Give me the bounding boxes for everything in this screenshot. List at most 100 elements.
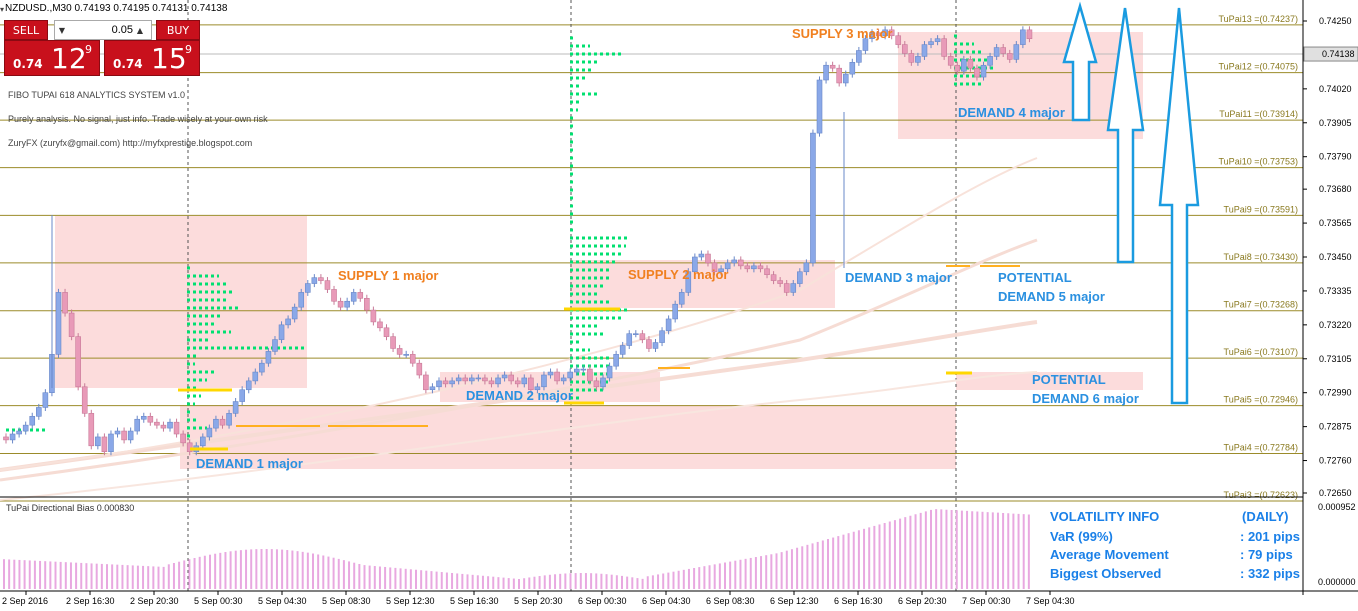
sell-button[interactable]: SELL — [4, 20, 48, 40]
candle-body — [127, 430, 134, 441]
candle-body — [803, 262, 810, 273]
candle-body — [140, 415, 147, 420]
candle-body — [468, 377, 475, 382]
candle-body — [737, 259, 744, 267]
supply-2-label: SUPPLY 2 major — [628, 267, 728, 282]
lot-size-stepper[interactable]: ▼ ▲ — [54, 20, 152, 40]
var-label: VaR (99%) — [1050, 529, 1113, 544]
candle-body — [797, 271, 803, 284]
up-arrows — [1062, 1, 1200, 405]
volatility-info: VOLATILITY INFO (DAILY) VaR (99%) : 201 … — [1050, 509, 1300, 581]
candle-body — [829, 64, 836, 69]
candle-body — [895, 35, 902, 45]
time-tick-label: 5 Sep 16:30 — [450, 596, 499, 606]
volatility-period: (DAILY) — [1242, 509, 1288, 524]
avg-movement-label: Average Movement — [1050, 547, 1169, 562]
system-title: FIBO TUPAI 618 ANALYTICS SYSTEM v1.0 — [8, 90, 186, 100]
candle-body — [403, 354, 409, 356]
candle-body — [816, 79, 823, 134]
candle-body — [167, 421, 173, 429]
one-click-trading-panel: SELL ▼ ▲ BUY 0.74 12 9 0.74 15 9 — [4, 20, 200, 76]
candle-body — [357, 292, 364, 299]
up-arrow-icon — [1106, 7, 1145, 264]
candle-body — [337, 300, 344, 308]
lot-size-input[interactable] — [69, 24, 133, 36]
time-tick-label: 5 Sep 04:30 — [258, 596, 307, 606]
candle-body — [68, 312, 75, 337]
candle-body — [882, 29, 888, 37]
sell-price-box[interactable]: 0.74 12 9 — [4, 40, 100, 76]
candle-body — [291, 306, 298, 320]
buy-price-box[interactable]: 0.74 15 9 — [104, 40, 200, 76]
candle-body — [219, 418, 226, 426]
candle-body — [856, 50, 862, 63]
candle-body — [81, 386, 88, 414]
current-price-label: 0.74138 — [1322, 49, 1355, 59]
candle-body — [790, 283, 797, 293]
candle-body — [147, 415, 154, 423]
chevron-down-icon[interactable]: ▼ — [58, 25, 66, 35]
up-arrow-icon — [1158, 7, 1200, 405]
fib-level-label: TuPai9 =(0.73591) — [1224, 204, 1298, 214]
indicator-label: TuPai Directional Bias 0.000830 — [6, 503, 134, 513]
candle-body — [974, 67, 980, 78]
buy-button[interactable]: BUY — [156, 20, 200, 40]
chart-menu-icon[interactable]: ▾ — [0, 5, 5, 14]
time-tick-label: 7 Sep 04:30 — [1026, 596, 1075, 606]
time-tick-label: 2 Sep 2016 — [2, 596, 48, 606]
candle-body — [678, 292, 685, 305]
candle-body — [685, 271, 692, 293]
price-tick-label: 0.73220 — [1319, 320, 1352, 330]
candle-body — [947, 56, 954, 66]
candle-body — [560, 377, 567, 382]
candle-body — [16, 430, 22, 435]
candle-body — [331, 289, 337, 302]
demand-1-label: DEMAND 1 major — [196, 456, 303, 471]
candle-body — [554, 371, 560, 382]
candle-body — [278, 324, 285, 340]
candle-body — [423, 374, 429, 391]
fib-level-label: TuPai7 =(0.73268) — [1224, 300, 1298, 310]
candle-body — [783, 283, 790, 293]
candle-body — [659, 330, 665, 343]
candle-body — [488, 380, 495, 385]
price-tick-label: 0.74020 — [1319, 84, 1352, 94]
indicator-top-value: 0.000952 — [1318, 502, 1356, 512]
candle-body — [711, 262, 718, 273]
candle-body — [475, 377, 482, 380]
price-tick-label: 0.73335 — [1319, 286, 1352, 296]
time-tick-label: 5 Sep 00:30 — [194, 596, 243, 606]
potential-demand-zone-6 — [956, 372, 1143, 390]
candle-body — [409, 354, 416, 364]
candle-body — [744, 265, 751, 270]
candle-body — [252, 371, 259, 382]
candle-body — [495, 377, 501, 385]
candle-body — [350, 292, 357, 302]
candle-body — [429, 386, 436, 391]
candle-body — [324, 280, 331, 290]
symbol-info: NZDUSD.,M30 0.74193 0.74195 0.74131 0.74… — [5, 3, 228, 14]
moving-averages — [0, 157, 1038, 501]
chevron-up-icon[interactable]: ▲ — [136, 25, 144, 35]
candle-body — [501, 374, 508, 379]
fib-level-label: TuPai12 =(0.74075) — [1219, 62, 1298, 72]
price-tick-label: 0.73680 — [1319, 184, 1352, 194]
candle-body — [377, 321, 383, 329]
candle-body — [285, 318, 291, 326]
candle-body — [383, 327, 390, 337]
candle-body — [232, 401, 239, 414]
candle-body — [272, 339, 278, 352]
candle-body — [901, 44, 908, 54]
candle-body — [1006, 53, 1013, 60]
disclaimer-text: Purely analysis. No signal, just info. T… — [8, 114, 268, 124]
candle-body — [259, 362, 265, 373]
candle-body — [633, 333, 639, 336]
fib-level-label: TuPai3 =(0.72623) — [1224, 490, 1298, 500]
candle-body — [573, 368, 580, 373]
potential-6-label: POTENTIAL — [1032, 372, 1106, 387]
candle-body — [961, 59, 967, 72]
candle-body — [390, 336, 396, 349]
candle-body — [186, 442, 193, 453]
candle-body — [75, 336, 81, 388]
